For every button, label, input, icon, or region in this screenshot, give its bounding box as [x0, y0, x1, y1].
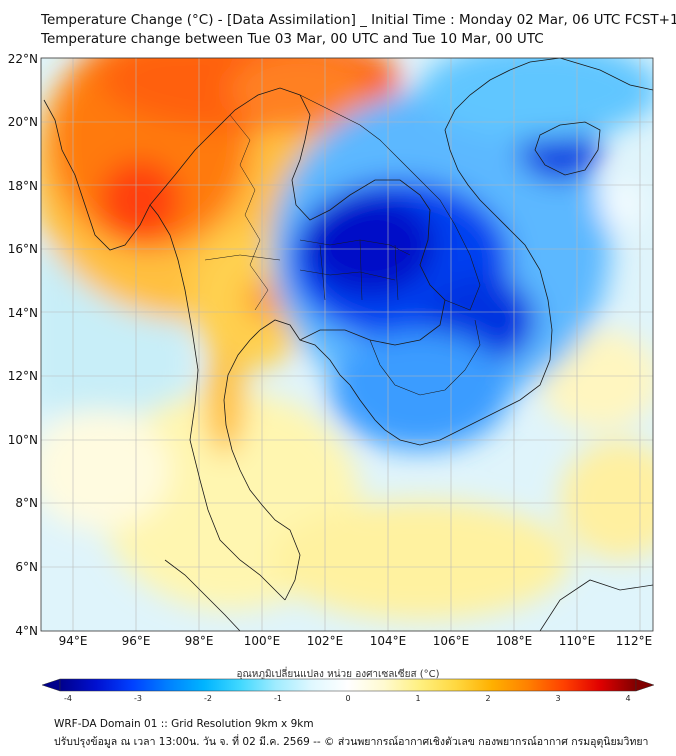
lon-label: 110°E	[559, 634, 596, 648]
lat-label: 6°N	[15, 560, 38, 574]
temperature-change-map: 22°N 20°N 18°N 16°N 14°N 12°N 10°N 8°N 6…	[8, 52, 654, 648]
hainan	[534, 121, 601, 176]
map-title: Temperature Change (°C) - [Data Assimila…	[41, 12, 676, 28]
colorbar-title: อุณหภูมิเปลี่ยนแปลง หน่วย องศาเซลเซียส (…	[236, 669, 440, 680]
model-info: WRF-DA Domain 01 :: Grid Resolution 9km …	[54, 718, 314, 730]
cambodia-border	[369, 319, 481, 396]
colorbar-gradient	[59, 678, 637, 692]
malay-peninsula-east	[223, 329, 301, 601]
temperature-field	[41, 58, 653, 631]
lon-label: 106°E	[433, 634, 470, 648]
laos-border	[299, 94, 481, 311]
lat-label: 14°N	[8, 306, 38, 320]
lon-label: 94°E	[59, 634, 88, 648]
china-coast	[529, 58, 653, 91]
colorbar-min-arrow	[41, 678, 61, 692]
lat-label: 22°N	[8, 52, 38, 66]
lon-label: 112°E	[616, 634, 653, 648]
sumatra-north	[164, 559, 241, 631]
map-frame	[40, 57, 654, 632]
lon-label: 98°E	[185, 634, 214, 648]
lon-label: 100°E	[244, 634, 281, 648]
lon-label: 102°E	[307, 634, 344, 648]
colorbar-tick: 1	[415, 694, 420, 703]
thai-provinces	[204, 114, 411, 311]
colorbar-tick: -2	[204, 694, 212, 703]
colorbar-tick: 0	[345, 694, 350, 703]
cambodia-vietnam-coast	[349, 61, 553, 446]
lat-label: 12°N	[8, 369, 38, 383]
borders	[149, 87, 446, 346]
latitude-labels: 22°N 20°N 18°N 16°N 14°N 12°N 10°N 8°N 6…	[8, 52, 38, 638]
map-subtitle: Temperature change between Tue 03 Mar, 0…	[41, 31, 544, 47]
lat-label: 8°N	[15, 496, 38, 510]
lat-label: 16°N	[8, 242, 38, 256]
colorbar: -4 -3 -2 -1 0 1 2 3 4	[41, 678, 655, 703]
coastlines-borders	[43, 58, 653, 631]
longitude-labels: 94°E 96°E 98°E 100°E 102°E 104°E 106°E 1…	[59, 634, 653, 648]
colorbar-tick: -4	[64, 694, 72, 703]
lon-label: 104°E	[370, 634, 407, 648]
colorbar-max-arrow	[635, 678, 655, 692]
update-credit: ปรับปรุงข้อมูล ณ เวลา 13:00น. วัน จ. ที่…	[54, 736, 649, 748]
colorbar-tick: 3	[555, 694, 560, 703]
lon-label: 96°E	[122, 634, 151, 648]
colorbar-tick: 2	[485, 694, 490, 703]
lat-label: 18°N	[8, 179, 38, 193]
lon-label: 108°E	[496, 634, 533, 648]
gulf-of-thailand	[259, 319, 351, 386]
lat-label: 20°N	[8, 115, 38, 129]
borneo-west	[539, 579, 653, 631]
graticule	[41, 58, 653, 631]
colorbar-tick: 4	[625, 694, 630, 703]
colorbar-ticks: -4 -3 -2 -1 0 1 2 3 4	[64, 694, 631, 703]
lat-label: 4°N	[15, 624, 38, 638]
lat-label: 10°N	[8, 433, 38, 447]
colorbar-tick: -3	[134, 694, 142, 703]
myanmar-coast	[43, 99, 286, 601]
colorbar-tick: -1	[274, 694, 282, 703]
